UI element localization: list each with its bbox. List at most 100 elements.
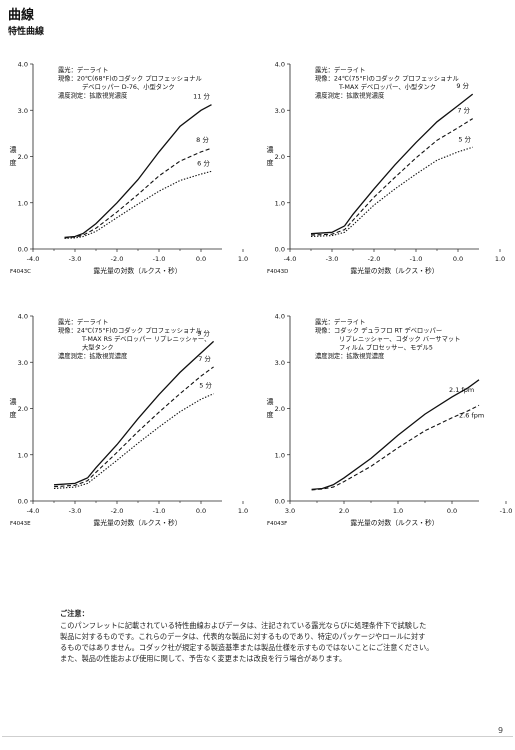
info-line: 現像：コダック デュラフロ RT デベロッパー [315, 326, 442, 335]
series-line [311, 379, 480, 491]
y-tick-label: 0.0 [275, 246, 285, 254]
info-line: リプレニッシャー、コダック バーサマット [339, 334, 460, 343]
series-label: 8 分 [196, 135, 209, 144]
notes-title: ご注意： [60, 609, 89, 618]
x-tick-label: -1.0 [153, 255, 166, 263]
x-tick-label: -2.0 [111, 507, 124, 515]
y-tick-label: 1.0 [275, 199, 285, 207]
info-line: T-MAX RS デベロッパー リプレニッシャー、 [81, 334, 210, 343]
x-axis-label: 露光量の対数（ルクス・秒） [350, 518, 438, 527]
info-line: 現像：24℃(75°F)のコダック プロフェッショナル [315, 74, 459, 83]
y-tick-label: 3.0 [18, 107, 28, 115]
y-tick-label: 4.0 [275, 313, 285, 321]
y-axis-label-char-1: 濃 [267, 145, 274, 154]
x-tick-label: -3.0 [69, 507, 82, 515]
series-label: 7 分 [198, 354, 211, 363]
y-tick-label: 0.0 [18, 246, 28, 254]
characteristic-curve-chart-f4043c: 0.01.02.03.04.0-4.0 -3.0 -2.0 -1.0 0.0 1.0濃度露… [10, 61, 249, 276]
x-tick-label: 0.0 [196, 255, 206, 263]
notes-line: るものではありません。コダック社が規定する製造基準または製品仕様を示すものではな… [60, 643, 434, 652]
series-line [64, 104, 212, 239]
x-tick-label: -1.0 [500, 507, 513, 515]
y-axis-label-char-1: 濃 [267, 397, 274, 406]
series-label: 5 分 [458, 134, 471, 143]
characteristic-curve-chart-f4043e: 0.01.02.03.04.0-4.0 -3.0 -2.0 -1.0 0.0 1.0濃度露… [10, 313, 249, 528]
x-tick-label: -2.0 [111, 255, 124, 263]
series-line [64, 147, 212, 239]
y-tick-label: 4.0 [18, 313, 28, 321]
x-tick-label: -4.0 [27, 507, 40, 515]
y-tick-label: 4.0 [18, 61, 28, 69]
x-tick-label: -4.0 [284, 255, 297, 263]
characteristic-curve-chart-f4043f: 0.0 1.0 2.0 3.0 4.0 3.0 2.0 1.0 0.0 -1.0 濃度露光量の対数（… [267, 313, 513, 528]
y-tick-label: 4.0 [275, 61, 285, 69]
y-axis-label-char-2: 度 [10, 158, 17, 167]
x-tick-label: 0.0 [196, 507, 206, 515]
info-line: 濃度測定：拡散視覚濃度 [315, 351, 385, 360]
figure-code: F4043F [267, 521, 287, 527]
x-tick-label: 0.0 [453, 255, 463, 263]
y-tick-label: 2.0 [275, 405, 285, 413]
x-tick-label: 1.0 [238, 255, 248, 263]
x-tick-label: -2.0 [368, 255, 381, 263]
series-label: 5 分 [199, 381, 212, 390]
page-title: 曲線 [8, 8, 35, 23]
x-tick-label: 1.0 [495, 255, 505, 263]
info-line: T-MAX デベロッパー、小型タンク [338, 82, 436, 91]
page-number: 9 [498, 726, 504, 735]
y-tick-label: 2.0 [275, 153, 285, 161]
series-label: 2.6 fpm [459, 411, 484, 419]
x-tick-label: -1.0 [153, 507, 166, 515]
x-tick-label: -3.0 [69, 255, 82, 263]
x-tick-label: 1.0 [238, 507, 248, 515]
y-axis-label-char-2: 度 [10, 410, 17, 419]
series-label: 11 分 [193, 92, 210, 101]
figure-code: F4043C [10, 269, 31, 275]
series-line [53, 366, 214, 488]
x-tick-label: 1.0 [393, 507, 403, 515]
x-tick-label: -3.0 [326, 255, 339, 263]
y-tick-label: 3.0 [275, 359, 285, 367]
info-line: 現像：24℃(75°F)のコダック プロフェッショナル [58, 326, 202, 335]
info-line: 濃度測定：拡散視覚濃度 [315, 91, 385, 100]
info-line: 露光：デーライト [58, 65, 108, 74]
series-line [53, 393, 214, 490]
info-line: 露光：デーライト [315, 317, 365, 326]
characteristic-curve-chart-f4043d: 0.0 1.0 2.0 3.0 4.0 -4.0 -3.0 -2.0 -1.0 0.0 1.0 濃度 露… [267, 61, 506, 276]
y-tick-label: 1.0 [18, 451, 28, 459]
x-tick-label: 3.0 [285, 507, 295, 515]
series-label: 6 分 [197, 158, 210, 167]
info-line: 現像：20℃(68°F)のコダック プロフェッショナル [58, 74, 202, 83]
series-line [64, 170, 212, 239]
series-line [310, 146, 473, 238]
y-tick-label: 0.0 [18, 498, 28, 506]
figure-code: F4043E [10, 521, 31, 527]
info-line: フィルム プロセッサー、モデル5 [339, 343, 433, 352]
notes-line: このパンフレットに記載されている特性曲線およびデータは、注記されている露光ならび… [60, 621, 427, 630]
series-line [53, 340, 215, 486]
series-line [311, 404, 480, 491]
info-line: 露光：デーライト [58, 317, 108, 326]
y-axis-label-char-2: 度 [267, 410, 274, 419]
series-label: 9 分 [456, 81, 469, 90]
series-label: 7 分 [457, 106, 470, 115]
y-tick-label: 1.0 [18, 199, 28, 207]
series-label: 9 分 [197, 328, 210, 337]
info-line: 露光：デーライト [315, 65, 365, 74]
y-tick-label: 3.0 [275, 107, 285, 115]
y-tick-label: 3.0 [18, 359, 28, 367]
notes-block: ご注意： このパンフレットに記載されている特性曲線およびデータは、注記されている… [60, 608, 460, 664]
series-line [310, 118, 473, 236]
y-axis-label-char-1: 濃 [10, 397, 17, 406]
y-axis-label-char-1: 濃 [10, 145, 17, 154]
x-tick-label: -1.0 [410, 255, 423, 263]
info-line: デベロッパー D-76、小型タンク [82, 82, 175, 91]
info-line: 濃度測定：拡散視覚濃度 [58, 91, 128, 100]
page-subtitle: 特性曲線 [8, 27, 45, 37]
info-line: 大型タンク [82, 343, 113, 352]
y-axis-label-char-2: 度 [267, 158, 274, 167]
series-line [310, 93, 474, 235]
x-tick-label: 0.0 [447, 507, 457, 515]
y-tick-label: 1.0 [275, 451, 285, 459]
footer-divider [2, 736, 513, 737]
